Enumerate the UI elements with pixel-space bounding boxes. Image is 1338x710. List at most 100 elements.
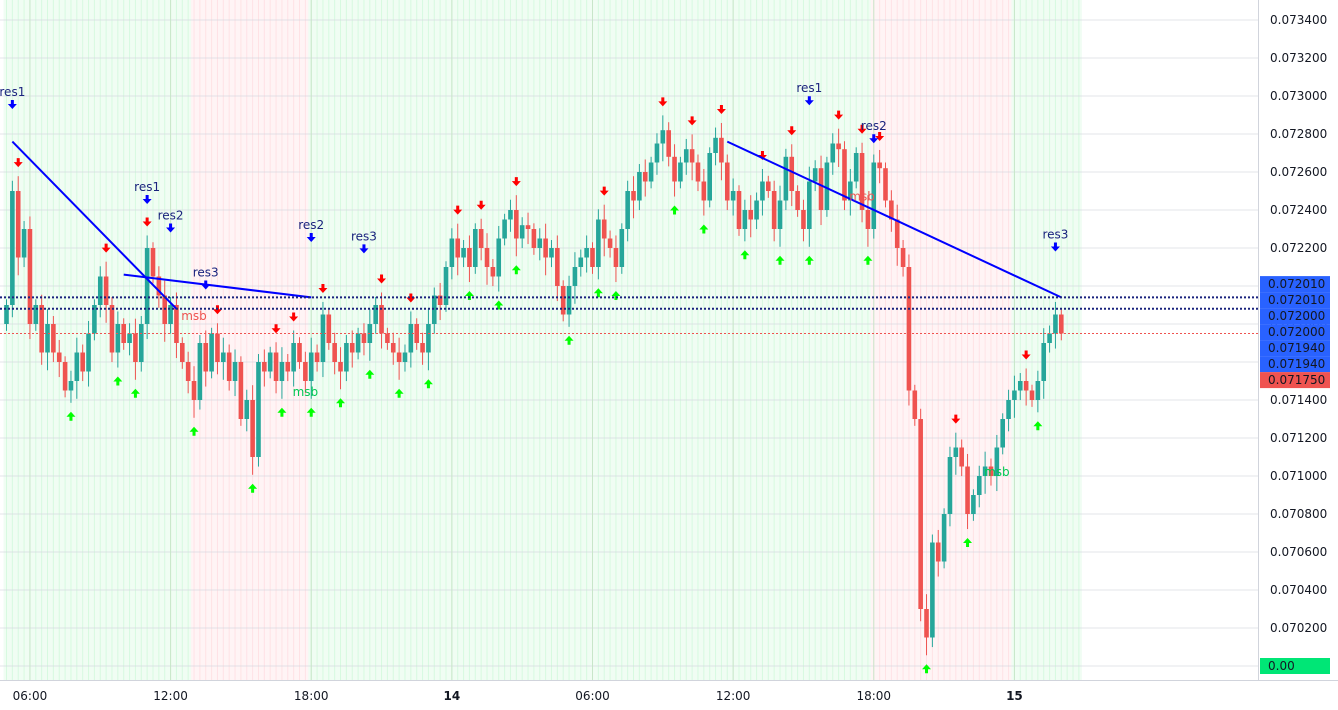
candle-body <box>361 333 367 343</box>
price-badge <box>1260 340 1330 357</box>
candle-body <box>801 210 806 229</box>
candle-body <box>279 362 285 381</box>
price-badge <box>1260 292 1330 309</box>
candle-body <box>959 447 964 467</box>
buy-arrow-icon <box>189 426 199 436</box>
candle-body <box>150 248 156 277</box>
price-badge-label: 0.00 <box>1268 659 1295 673</box>
price-tick-label: 0.070600 <box>1270 545 1327 559</box>
price-badge <box>1260 324 1330 341</box>
candle-body <box>4 305 9 324</box>
candle-body <box>812 168 818 182</box>
sell-arrow-icon <box>271 324 281 334</box>
annotation-label: res2 <box>158 209 184 223</box>
candle-body <box>455 238 461 258</box>
candle-body <box>109 305 115 353</box>
sell-arrow-icon <box>1021 350 1031 360</box>
candle-body <box>900 248 906 267</box>
candle-body <box>836 143 841 150</box>
price-badge-label: 0.071750 <box>1268 373 1325 387</box>
candle-body <box>906 267 912 391</box>
session-band <box>191 0 309 680</box>
candle-body <box>578 257 584 267</box>
buy-arrow-icon <box>336 398 346 408</box>
candle-body <box>607 238 613 248</box>
candle-body <box>355 333 361 353</box>
sell-arrow-icon <box>453 205 463 215</box>
price-tick-label: 0.073200 <box>1270 51 1327 65</box>
candle-body <box>748 210 754 220</box>
buy-arrow-icon <box>670 205 680 215</box>
candle-body <box>250 400 255 457</box>
sell-arrow-icon <box>101 243 111 253</box>
sell-arrow-icon <box>318 283 328 293</box>
candle-body <box>262 362 267 372</box>
candle-body <box>226 352 232 381</box>
candle-body <box>842 149 847 201</box>
sell-arrow-icon <box>757 150 767 160</box>
candle-body <box>349 343 355 353</box>
candle-body <box>637 172 642 201</box>
buy-arrow-icon <box>740 250 750 260</box>
candle-body <box>695 162 701 182</box>
time-tick-label: 18:00 <box>294 689 329 703</box>
res-arrow-icon <box>7 100 17 109</box>
time-axis[interactable]: 06:00 12:00 18:00 14 06:00 12:00 18:00 15 <box>0 680 1338 710</box>
price-tick-label: 0.071000 <box>1270 469 1327 483</box>
candle-body <box>531 229 537 248</box>
candle-body <box>473 229 478 267</box>
session-band <box>1011 0 1082 680</box>
candle-body <box>402 352 408 362</box>
candle-body <box>51 324 56 353</box>
candle-body <box>982 466 988 476</box>
candle-body <box>537 238 543 248</box>
candle-body <box>373 305 378 324</box>
candle-body <box>871 162 877 229</box>
candle-body <box>877 162 882 169</box>
candle-body <box>156 276 162 296</box>
annotation-label: res2 <box>298 218 324 232</box>
candle-body <box>596 219 601 267</box>
sell-arrow-icon <box>716 104 726 114</box>
candle-body <box>889 200 894 220</box>
time-tick-label: 18:00 <box>856 689 891 703</box>
candle-body <box>191 381 197 400</box>
buy-arrow-icon <box>804 255 814 265</box>
candle-body <box>648 162 654 182</box>
candle-body <box>724 162 730 201</box>
candle-body <box>894 219 900 248</box>
candle-body <box>783 156 789 201</box>
sell-arrow-icon <box>834 110 844 120</box>
candle-body <box>80 352 85 372</box>
candle-body <box>865 210 871 229</box>
sell-arrow-icon <box>511 177 521 187</box>
candle-body <box>103 276 109 305</box>
candle-body <box>672 156 677 182</box>
candle-body <box>654 143 660 163</box>
annotation-label: res3 <box>351 229 377 243</box>
candle-body <box>1029 390 1035 400</box>
sell-arrow-icon <box>687 116 697 126</box>
candle-body <box>519 225 525 239</box>
candle-body <box>238 362 244 419</box>
candle-body <box>525 225 531 229</box>
trend-line <box>11 140 178 310</box>
candle-body <box>133 333 138 362</box>
candle-body <box>244 400 250 419</box>
candle-body <box>766 181 771 191</box>
candle-body <box>830 143 836 163</box>
buy-arrow-icon <box>130 388 140 398</box>
candle-body <box>168 305 173 324</box>
price-badge <box>1260 276 1330 293</box>
candle-body <box>953 447 959 457</box>
signal-arrows <box>13 97 1043 674</box>
candle-body <box>45 324 50 353</box>
candle-body <box>1047 333 1052 343</box>
candle-body <box>121 324 126 343</box>
sell-arrow-icon <box>406 293 416 303</box>
price-tick-label: 0.071400 <box>1270 393 1327 407</box>
candle-body <box>601 219 607 239</box>
candle-body <box>10 191 15 305</box>
candle-body <box>215 333 220 362</box>
